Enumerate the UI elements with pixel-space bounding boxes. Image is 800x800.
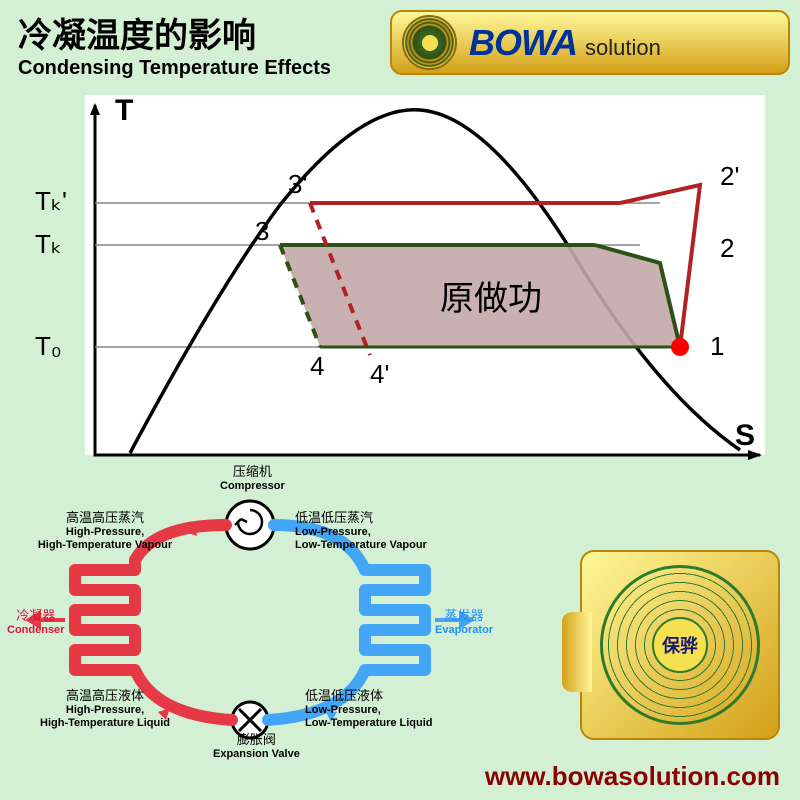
state-hpht-liquid: 高温高压液体 High-Pressure, High-Temperature L… bbox=[30, 688, 180, 730]
seal-text: 保骅 bbox=[652, 617, 708, 673]
pt-2: 2 bbox=[720, 233, 734, 263]
point-1-marker bbox=[671, 338, 689, 356]
y-axis-label: T bbox=[115, 94, 133, 127]
ytick-t0: T₀ bbox=[35, 331, 62, 361]
ts-diagram: T S Tₖ' Tₖ T₀ 1 2 2' 3 3' 4 4' bbox=[20, 85, 780, 485]
ts-chart-svg: T S Tₖ' Tₖ T₀ 1 2 2' 3 3' 4 4' bbox=[20, 85, 780, 485]
brand-suffix: solution bbox=[585, 35, 661, 61]
brand-emblem-icon bbox=[402, 15, 457, 70]
seal-ribbon-icon bbox=[562, 612, 592, 692]
pt-3p: 3' bbox=[288, 169, 307, 199]
work-label: 原做功 bbox=[440, 280, 542, 318]
condenser-label: 冷凝器 Condenser bbox=[7, 608, 64, 637]
brand-name: BOWA bbox=[469, 22, 577, 64]
ytick-tk: Tₖ bbox=[35, 229, 62, 259]
page-header: 冷凝温度的影响 Condensing Temperature Effects bbox=[18, 8, 331, 80]
pt-3: 3 bbox=[255, 216, 269, 246]
seal-guilloche-icon: 保骅 bbox=[600, 565, 760, 725]
compressor-label: 压缩机 Compressor bbox=[220, 464, 285, 493]
title-english: Condensing Temperature Effects bbox=[18, 57, 331, 80]
evaporator-label: 蒸发器 Evaporator bbox=[435, 608, 493, 637]
pt-1: 1 bbox=[710, 331, 724, 361]
state-hpht-vapour: 高温高压蒸汽 High-Pressure, High-Temperature V… bbox=[30, 510, 180, 552]
title-chinese: 冷凝温度的影响 bbox=[18, 8, 331, 57]
website-url: www.bowasolution.com bbox=[485, 761, 780, 792]
ytick-tkp: Tₖ' bbox=[35, 186, 67, 216]
state-lplt-liquid: 低温低压液体 Low-Pressure, Low-Temperature Liq… bbox=[305, 688, 475, 730]
compressor-icon bbox=[226, 501, 274, 549]
pt-4: 4 bbox=[310, 351, 324, 381]
brand-logo-box: BOWA solution bbox=[390, 10, 790, 75]
refrigeration-cycle-diagram: 压缩机 Compressor 冷凝器 Condenser 蒸发器 Evapora… bbox=[15, 470, 515, 770]
pt-4p: 4' bbox=[370, 359, 389, 389]
brand-text: BOWA solution bbox=[469, 22, 661, 64]
pt-2p: 2' bbox=[720, 161, 739, 191]
state-lplt-vapour: 低温低压蒸汽 Low-Pressure, Low-Temperature Vap… bbox=[295, 510, 465, 552]
expansion-label: 膨胀阀 Expansion Valve bbox=[213, 732, 300, 761]
seal-badge-box: 保骅 bbox=[580, 550, 780, 740]
